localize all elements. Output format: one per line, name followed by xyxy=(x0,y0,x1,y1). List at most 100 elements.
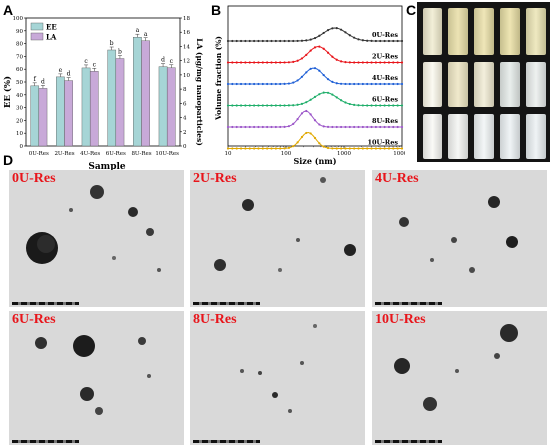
series-point xyxy=(231,39,234,43)
series-point xyxy=(383,104,386,107)
series-point xyxy=(283,61,286,64)
y2-tick-label: 10 xyxy=(183,73,190,79)
series-point xyxy=(344,125,347,129)
series-point xyxy=(305,71,308,74)
series-point xyxy=(300,57,304,60)
series-point xyxy=(313,46,317,49)
series-point xyxy=(274,39,277,43)
series-point xyxy=(366,104,369,107)
significance-letter: c xyxy=(84,58,88,65)
series-point xyxy=(244,147,247,150)
series-point xyxy=(279,104,282,107)
series-point xyxy=(318,45,321,48)
significance-letter: c xyxy=(170,58,174,65)
series-point xyxy=(387,61,391,64)
vial xyxy=(474,114,494,159)
series-point xyxy=(300,102,304,105)
series-point xyxy=(322,91,325,94)
y-tick-label: 20 xyxy=(16,118,23,124)
series-point xyxy=(361,39,364,42)
series-point xyxy=(383,39,386,43)
series-point xyxy=(322,31,325,35)
series-point xyxy=(296,79,299,82)
series-point xyxy=(340,125,343,129)
series-point xyxy=(287,104,290,107)
y2-tick-label: 16 xyxy=(183,30,190,36)
tem-image-4u: 4U-Res xyxy=(372,170,547,307)
series-point xyxy=(387,82,391,86)
series-point xyxy=(344,82,347,86)
y-tick-label: 100 xyxy=(13,16,24,22)
y2-tick-label: 8 xyxy=(183,87,187,93)
series-point xyxy=(392,82,395,86)
series-point xyxy=(283,125,286,128)
series-point xyxy=(274,147,277,150)
series-point xyxy=(257,39,260,43)
tem-particles xyxy=(26,185,161,272)
series-point xyxy=(261,147,264,150)
bar xyxy=(30,85,40,147)
x-tick-label: 6U-Res xyxy=(106,151,126,157)
significance-letter: d xyxy=(161,57,165,64)
series-point xyxy=(235,104,238,107)
series-point xyxy=(344,101,347,104)
tem-particles xyxy=(214,177,356,272)
tem-image-8u: 8U-Res xyxy=(190,311,365,445)
panel-letter-c: C xyxy=(406,2,417,18)
tem-image-2u: 2U-Res xyxy=(190,170,365,307)
series-point xyxy=(248,61,251,64)
series-point xyxy=(292,39,295,43)
series-point xyxy=(331,80,334,84)
series-point xyxy=(239,104,243,107)
scale-bar xyxy=(193,302,260,305)
series-point xyxy=(374,82,377,86)
bar xyxy=(64,80,73,147)
series-point xyxy=(396,39,399,43)
series-point xyxy=(248,82,251,86)
y-tick-label: 60 xyxy=(16,67,23,73)
series-point xyxy=(261,82,264,86)
significance-letter: a xyxy=(144,31,148,38)
series-point xyxy=(400,147,404,150)
y2-tick-label: 2 xyxy=(183,130,187,136)
vial xyxy=(500,114,520,159)
y-tick-label: 10 xyxy=(16,131,23,137)
series-point xyxy=(348,34,351,37)
series-point xyxy=(239,39,243,43)
bar xyxy=(89,71,99,147)
series-point xyxy=(318,93,321,96)
series-point xyxy=(400,39,404,43)
scale-bar xyxy=(12,440,79,443)
series-point xyxy=(340,147,343,150)
series-point xyxy=(248,147,251,150)
series-point xyxy=(396,82,399,86)
y2-tick-label: 18 xyxy=(183,16,190,22)
vial xyxy=(423,8,442,55)
series-point xyxy=(313,95,317,98)
series-label: 8U-Res xyxy=(372,117,398,125)
series-point xyxy=(309,113,312,116)
series-point xyxy=(231,104,234,107)
series-point xyxy=(309,49,312,52)
series-point xyxy=(235,82,238,86)
series-point xyxy=(335,82,338,85)
series-point xyxy=(305,109,308,113)
x-tick-label: 10U-Res xyxy=(155,151,179,157)
series-point xyxy=(374,39,377,43)
series-point xyxy=(274,61,277,64)
series-point xyxy=(318,142,321,145)
series-point xyxy=(370,61,373,64)
legend-label: EE xyxy=(46,23,57,32)
series-point xyxy=(257,82,260,86)
series-point xyxy=(231,147,234,150)
series-point xyxy=(383,61,386,64)
series-point xyxy=(231,61,234,64)
series-point xyxy=(326,29,330,32)
series-point xyxy=(353,103,356,106)
series-point xyxy=(244,125,247,129)
series-point xyxy=(340,99,343,102)
series-point xyxy=(270,61,273,64)
series-point xyxy=(370,82,373,86)
series-point xyxy=(239,61,243,64)
series-point xyxy=(318,34,321,37)
